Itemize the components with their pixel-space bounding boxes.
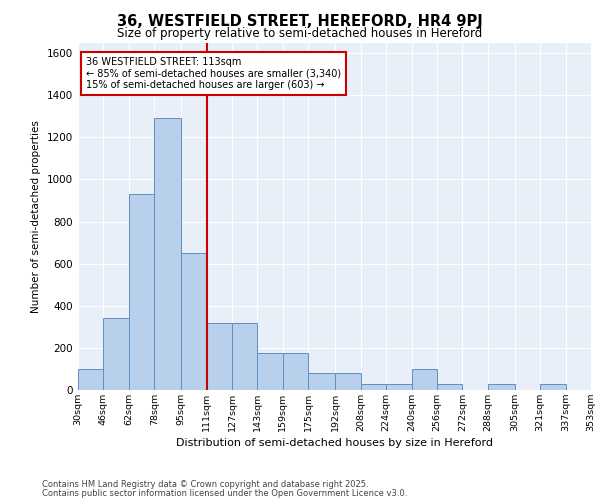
Text: Size of property relative to semi-detached houses in Hereford: Size of property relative to semi-detach… xyxy=(118,28,482,40)
Bar xyxy=(412,369,437,390)
Bar xyxy=(129,194,154,390)
Text: Contains HM Land Registry data © Crown copyright and database right 2025.: Contains HM Land Registry data © Crown c… xyxy=(42,480,368,489)
Bar xyxy=(540,384,566,390)
Text: Contains public sector information licensed under the Open Government Licence v3: Contains public sector information licen… xyxy=(42,488,407,498)
Bar xyxy=(257,353,283,390)
Bar xyxy=(181,253,206,390)
Bar xyxy=(232,322,257,390)
X-axis label: Distribution of semi-detached houses by size in Hereford: Distribution of semi-detached houses by … xyxy=(176,438,493,448)
Text: 36 WESTFIELD STREET: 113sqm
← 85% of semi-detached houses are smaller (3,340)
15: 36 WESTFIELD STREET: 113sqm ← 85% of sem… xyxy=(86,57,341,90)
Bar xyxy=(488,384,515,390)
Text: 36, WESTFIELD STREET, HEREFORD, HR4 9PJ: 36, WESTFIELD STREET, HEREFORD, HR4 9PJ xyxy=(117,14,483,29)
Bar xyxy=(283,353,308,390)
Bar xyxy=(78,369,103,390)
Bar xyxy=(335,373,361,390)
Y-axis label: Number of semi-detached properties: Number of semi-detached properties xyxy=(31,120,41,312)
Bar xyxy=(386,384,412,390)
Bar xyxy=(103,318,129,390)
Bar xyxy=(154,118,181,390)
Bar xyxy=(308,373,335,390)
Bar xyxy=(206,322,232,390)
Bar xyxy=(437,384,463,390)
Bar xyxy=(361,384,386,390)
